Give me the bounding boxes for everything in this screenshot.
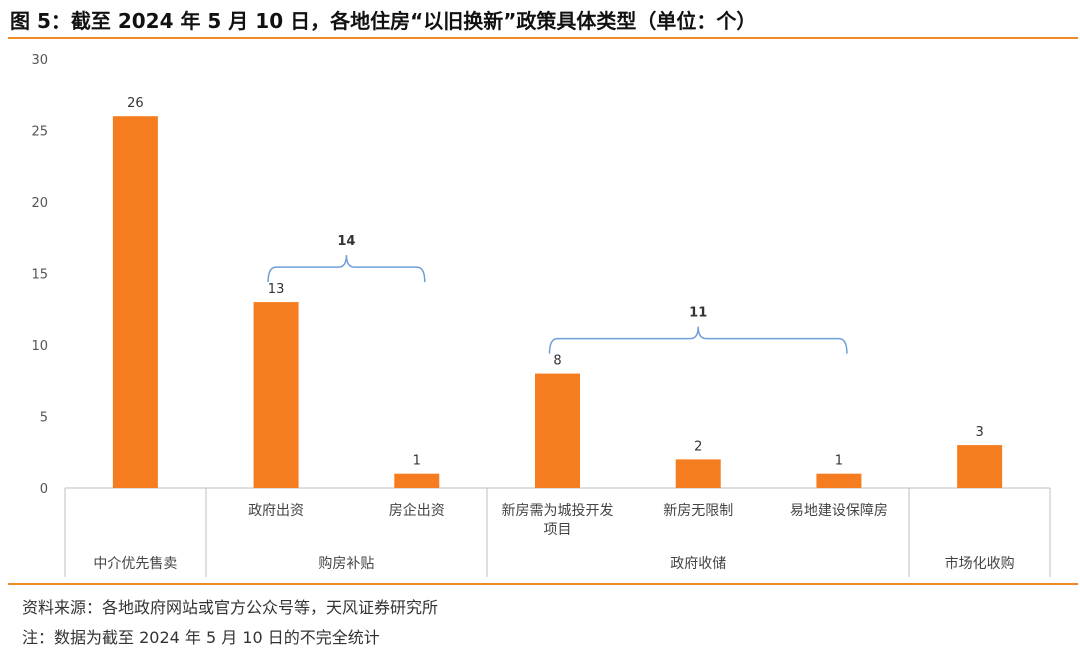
bottom-divider: [8, 583, 1078, 585]
x-category-label: 新房无限制: [663, 503, 733, 519]
bar-value-label: 1: [835, 454, 843, 469]
bar: [253, 302, 299, 488]
y-tick-label: 0: [40, 482, 48, 497]
y-tick-label: 10: [31, 339, 48, 354]
group-bracket: [267, 255, 426, 283]
y-tick-label: 25: [31, 125, 48, 140]
y-tick-label: 15: [31, 268, 48, 283]
group-bracket: [548, 326, 848, 354]
bar-value-label: 13: [268, 282, 285, 297]
bracket-total-label: 14: [337, 234, 355, 249]
bar: [957, 445, 1003, 488]
x-category-label: 新房需为城投开发: [502, 503, 614, 519]
bar-value-label: 2: [694, 439, 702, 454]
top-divider: [8, 37, 1078, 39]
bar: [816, 473, 862, 488]
bar: [535, 373, 580, 488]
x-category-label: 房企出资: [389, 502, 445, 519]
x-category-label: 易地建设保障房: [790, 503, 888, 519]
y-tick-label: 30: [31, 53, 48, 68]
bar-value-label: 3: [976, 425, 984, 440]
bar: [394, 473, 440, 488]
x-group-label: 政府收储: [670, 556, 726, 572]
bar: [675, 459, 721, 488]
bar: [112, 116, 158, 488]
bar-value-label: 1: [413, 454, 421, 469]
bar-value-label: 8: [553, 354, 561, 369]
y-tick-label: 20: [31, 196, 48, 211]
x-group-label: 中介优先售卖: [93, 556, 177, 572]
footnote: 注：数据为截至 2024 年 5 月 10 日的不完全统计: [22, 628, 380, 647]
x-group-label: 购房补贴: [318, 556, 374, 572]
bar-value-label: 26: [127, 96, 144, 111]
chart-title: 图 5：截至 2024 年 5 月 10 日，各地住房“以旧换新”政策具体类型（…: [10, 9, 757, 33]
y-tick-label: 5: [40, 411, 48, 426]
x-category-label: 项目: [544, 522, 572, 538]
x-category-label: 政府出资: [248, 503, 304, 519]
bracket-total-label: 11: [689, 306, 707, 321]
source-note: 资料来源：各地政府网站或官方公众号等，天风证券研究所: [22, 598, 439, 617]
x-group-label: 市场化收购: [945, 555, 1015, 572]
